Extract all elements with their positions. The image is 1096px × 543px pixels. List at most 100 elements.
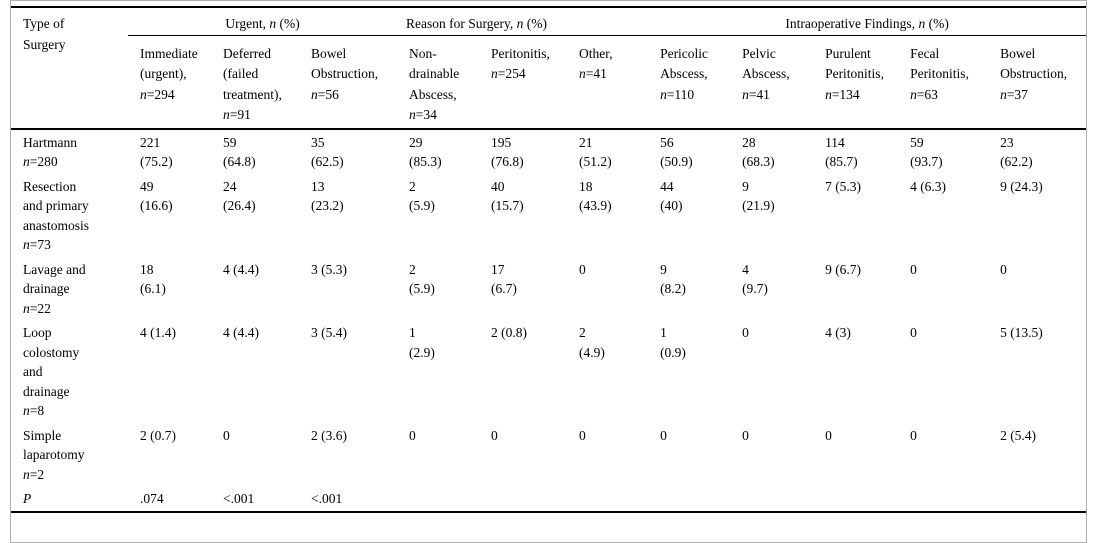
data-cell: 49 (16.6) [140, 178, 173, 214]
group-header-reason-label: Reason for Surgery, n (%) [406, 16, 548, 31]
corner-header-type-of-surgery: Type of Surgery [11, 7, 128, 130]
data-cell [479, 486, 567, 512]
column-header-row: Immediate (urgent), n=294 Deferred (failed tr… [11, 35, 1087, 130]
table-row: Simple laparotomy n=2 2 (0.7) 0 2 (3.6) 0 0 0 0 0 0… [11, 423, 1086, 487]
data-cell: 0 [910, 427, 917, 443]
data-cell: 0 [1000, 261, 1007, 277]
data-cell: 9 (6.7) [825, 261, 862, 277]
data-cell: 29 (85.3) [409, 134, 442, 170]
data-cell: 18 (43.9) [579, 178, 612, 214]
data-cell: 5 (13.5) [1000, 325, 1043, 340]
data-cell: 0 [825, 427, 832, 443]
column-header: Purulent Peritonitis, n=134 [813, 35, 899, 130]
data-cell: 7 (5.3) [825, 178, 862, 194]
data-cell: 28 (68.3) [742, 134, 775, 170]
group-header-findings-label: Intraoperative Findings, n (%) [785, 16, 949, 31]
data-cell: 4 (9.7) [742, 261, 768, 297]
data-cell [648, 486, 730, 512]
data-cell: 56 (50.9) [660, 134, 693, 170]
table-body: Hartmann n=280 221 (75.2) 59 (64.8) 35 (62.5) 29… [11, 129, 1086, 512]
table-row: Loop colostomy and drainage n=8 4 (1.4) 4 (4.4… [11, 320, 1086, 423]
table-row: Resection and primary anastomosis n=73 49 (16… [11, 174, 1086, 257]
data-cell: 4 (6.3) [910, 178, 947, 194]
column-header: Deferred (failed treatment), n=91 [211, 35, 299, 130]
row-label: Hartmann n=280 [23, 134, 77, 170]
data-cell [567, 486, 648, 512]
data-cell: <.001 [311, 491, 343, 506]
row-label: Simple laparotomy n=2 [23, 427, 85, 482]
data-cell [397, 486, 479, 512]
data-cell: 0 [910, 261, 917, 277]
data-cell: <.001 [223, 491, 255, 506]
row-label: Lavage and drainage n=22 [23, 261, 86, 316]
data-cell: .074 [140, 491, 164, 506]
data-cell: 4 (4.4) [223, 325, 259, 340]
data-cell [898, 486, 988, 512]
data-cell: 1 (0.9) [660, 325, 686, 360]
table-row: Hartmann n=280 221 (75.2) 59 (64.8) 35 (62.5) 29… [11, 129, 1086, 174]
row-label: P [23, 491, 32, 506]
data-cell [813, 486, 898, 512]
data-cell: 9 (8.2) [660, 261, 686, 297]
table-row: Lavage and drainage n=22 18 (6.1) 4 (4.4) 3 (5… [11, 257, 1086, 321]
data-cell: 195 (76.8) [491, 134, 524, 170]
data-cell: 18 (6.1) [140, 261, 166, 297]
data-cell: 4 (4.4) [223, 261, 259, 277]
data-cell: 0 [742, 325, 749, 340]
data-cell: 0 [742, 427, 749, 443]
column-header: Immediate (urgent), n=294 [128, 35, 211, 130]
data-cell: 4 (1.4) [140, 325, 176, 340]
data-cell: 221 (75.2) [140, 134, 173, 170]
column-header: Non-drainable Abscess, n=34 [397, 35, 480, 130]
data-cell: 0 [223, 427, 230, 443]
data-cell [988, 486, 1086, 512]
column-header: Bowel Obstruction, n=37 [988, 35, 1087, 130]
data-cell: 59 (64.8) [223, 134, 256, 170]
data-cell: 2 (0.8) [491, 325, 528, 340]
data-cell: 2 (5.4) [1000, 427, 1037, 443]
column-header: Fecal Peritonitis, n=63 [898, 35, 989, 130]
data-cell: 17 (6.7) [491, 261, 517, 297]
data-cell [730, 486, 813, 512]
column-header: Pericolic Abscess, n=110 [648, 35, 731, 130]
data-cell: 24 (26.4) [223, 178, 256, 214]
column-header: Other, n=41 [567, 35, 649, 130]
table-frame: Type of Surgery Urgent, n (%) Reason for … [10, 0, 1087, 543]
data-cell: 2 (4.9) [579, 325, 605, 360]
data-cell: 0 [579, 427, 586, 443]
data-cell: 2 (5.9) [409, 178, 435, 214]
data-cell: 13 (23.2) [311, 178, 344, 214]
data-cell: 3 (5.4) [311, 325, 347, 340]
data-cell: 0 [409, 427, 416, 443]
row-label: Resection and primary anastomosis n=73 [23, 178, 89, 253]
data-cell: 35 (62.5) [311, 134, 344, 170]
data-cell: 0 [910, 325, 917, 340]
group-header-reason: Reason for Surgery, n (%) [397, 7, 649, 36]
data-cell: 4 (3) [825, 325, 851, 340]
group-header-urgent: Urgent, n (%) [128, 7, 398, 36]
data-cell: 40 (15.7) [491, 178, 524, 214]
data-cell: 2 (0.7) [140, 427, 176, 443]
data-cell: 0 [491, 427, 498, 443]
data-cell: 59 (93.7) [910, 134, 943, 170]
data-cell: 44 (40) [660, 178, 683, 214]
table-row: P .074 <.001 <.001 [11, 486, 1086, 512]
data-cell: 114 (85.7) [825, 134, 858, 170]
group-header-urgent-label: Urgent, n (%) [225, 16, 300, 31]
data-cell: 1 (2.9) [409, 325, 435, 360]
data-cell: 2 (3.6) [311, 427, 347, 443]
data-cell: 9 (24.3) [1000, 178, 1043, 194]
table-header: Type of Surgery Urgent, n (%) Reason for … [11, 7, 1087, 130]
data-cell: 0 [579, 261, 586, 277]
data-cell: 2 (5.9) [409, 261, 435, 297]
column-header: Pelvic Abscess, n=41 [730, 35, 814, 130]
surgery-outcomes-table: Type of Surgery Urgent, n (%) Reason for … [11, 6, 1087, 513]
data-cell: 3 (5.3) [311, 261, 347, 277]
data-cell: 9 (21.9) [742, 178, 775, 214]
column-header: Bowel Obstruction, n=56 [299, 35, 398, 130]
group-header-row: Type of Surgery Urgent, n (%) Reason for … [11, 7, 1087, 130]
row-label: Loop colostomy and drainage n=8 [23, 325, 80, 418]
data-cell: 0 [660, 427, 667, 443]
data-cell: 21 (51.2) [579, 134, 612, 170]
group-header-findings: Intraoperative Findings, n (%) [648, 7, 1087, 36]
